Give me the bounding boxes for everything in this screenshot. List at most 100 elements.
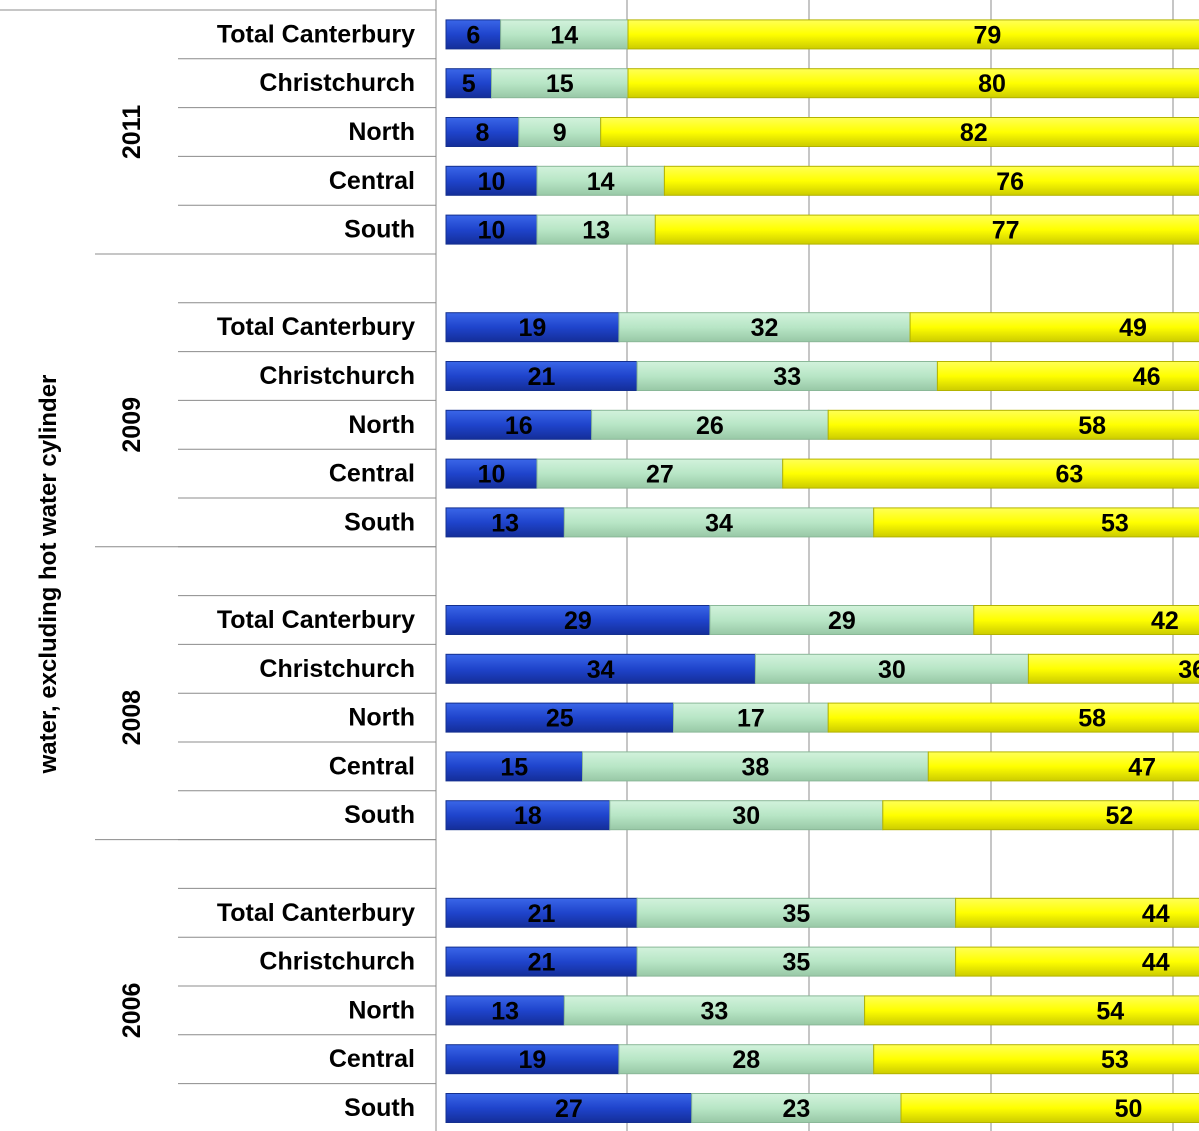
bar-segment xyxy=(955,897,1199,928)
group-year-label: 2011 xyxy=(118,105,146,159)
category-label: South xyxy=(344,801,415,829)
bar-segment xyxy=(636,361,938,391)
category-label: North xyxy=(348,996,415,1024)
data-label: 35 xyxy=(782,949,810,977)
data-label: 46 xyxy=(1133,363,1161,391)
data-label: 42 xyxy=(1151,607,1179,635)
data-label: 32 xyxy=(751,314,779,342)
category-label: South xyxy=(344,1094,415,1122)
bar-segment xyxy=(445,605,711,635)
bar-segment xyxy=(864,995,1199,1026)
data-label: 82 xyxy=(960,119,988,147)
bar-segment xyxy=(927,751,1199,782)
data-label: 35 xyxy=(782,900,810,928)
bar-segment xyxy=(582,751,929,782)
bar-segment xyxy=(873,507,1199,538)
data-label: 29 xyxy=(564,607,592,635)
category-label: South xyxy=(344,216,415,244)
bar-segment xyxy=(445,946,638,977)
data-label: 19 xyxy=(519,314,547,342)
data-label: 13 xyxy=(491,997,519,1025)
bar-segment xyxy=(873,1044,1199,1075)
category-separators xyxy=(0,9,436,1085)
bar-segment xyxy=(445,312,620,343)
data-label: 17 xyxy=(737,705,765,733)
category-label: Christchurch xyxy=(259,362,415,390)
data-label: 21 xyxy=(528,949,556,977)
data-label: 63 xyxy=(1055,461,1083,489)
bar-segment xyxy=(445,507,565,538)
data-label: 14 xyxy=(587,168,615,196)
bar-segment xyxy=(445,68,492,99)
bar-segment xyxy=(445,117,520,147)
data-label: 28 xyxy=(732,1046,760,1074)
category-label: South xyxy=(344,508,415,536)
data-label: 50 xyxy=(1115,1095,1143,1123)
data-label: 15 xyxy=(500,753,528,781)
data-label: 54 xyxy=(1096,997,1124,1025)
category-label: Christchurch xyxy=(259,948,415,976)
data-label: 33 xyxy=(773,363,801,391)
category-label: Total Canterbury xyxy=(217,313,415,341)
bar-segment xyxy=(445,897,638,928)
data-label: 77 xyxy=(992,217,1020,245)
bar-segment xyxy=(618,1044,875,1075)
data-label: 53 xyxy=(1101,1046,1129,1074)
data-label: 30 xyxy=(732,802,760,830)
bar-segment xyxy=(627,19,1199,50)
group-year-label: 2006 xyxy=(118,983,146,1039)
data-label: 29 xyxy=(828,607,856,635)
bar-segment xyxy=(955,946,1199,977)
data-label: 26 xyxy=(696,412,724,440)
data-label: 38 xyxy=(741,753,769,781)
category-label: North xyxy=(348,118,415,146)
bar-segment xyxy=(445,458,538,489)
data-label: 76 xyxy=(996,168,1024,196)
bar-segment xyxy=(591,409,829,440)
bar-segment xyxy=(636,897,957,928)
data-label: 15 xyxy=(546,70,574,98)
bar-segment xyxy=(445,361,638,391)
group-year-label: 2008 xyxy=(118,690,146,746)
bar-segment xyxy=(600,117,1199,147)
data-label: 10 xyxy=(478,461,506,489)
data-label: 21 xyxy=(528,363,556,391)
data-label: 13 xyxy=(582,217,610,245)
data-label: 30 xyxy=(878,656,906,684)
bar-segment xyxy=(445,800,611,831)
data-label: 9 xyxy=(553,119,567,147)
data-label: 58 xyxy=(1078,412,1106,440)
category-label: Central xyxy=(329,460,415,488)
bar-segment xyxy=(445,751,583,782)
data-label: 8 xyxy=(475,119,489,147)
data-label: 25 xyxy=(546,705,574,733)
y-axis-title: water, excluding hot water cylinder xyxy=(35,375,62,775)
data-label: 33 xyxy=(701,997,729,1025)
data-label: 58 xyxy=(1078,705,1106,733)
category-label: North xyxy=(348,704,415,732)
data-label: 53 xyxy=(1101,509,1129,537)
data-label: 19 xyxy=(519,1046,547,1074)
bar-segment xyxy=(627,68,1199,99)
bar-segment xyxy=(445,409,593,440)
data-label: 13 xyxy=(491,509,519,537)
bar-segment xyxy=(536,214,656,245)
bar-segment xyxy=(563,995,866,1026)
data-label: 34 xyxy=(705,509,733,537)
bar-segment xyxy=(536,458,784,489)
data-label: 27 xyxy=(646,461,674,489)
bar-segment xyxy=(609,800,884,831)
category-label: Total Canterbury xyxy=(217,899,415,927)
category-label: Christchurch xyxy=(259,69,415,97)
bar-segment xyxy=(445,165,538,196)
bar-segment xyxy=(663,165,1199,196)
data-label: 79 xyxy=(974,21,1002,49)
data-label: 36 xyxy=(1178,656,1199,684)
category-labels: Total Canterbury Christchurch North Central… xyxy=(118,20,415,1122)
bars: 6 14 79 5 15 80 8 9 82 10 14 76 10 13 77 19 32 49 21 33 46 16… xyxy=(445,19,1199,1123)
data-label: 14 xyxy=(550,21,578,49)
bar-segment xyxy=(909,312,1199,343)
data-label: 47 xyxy=(1128,753,1156,781)
bar-segment xyxy=(618,312,911,343)
category-label: Central xyxy=(329,167,415,195)
